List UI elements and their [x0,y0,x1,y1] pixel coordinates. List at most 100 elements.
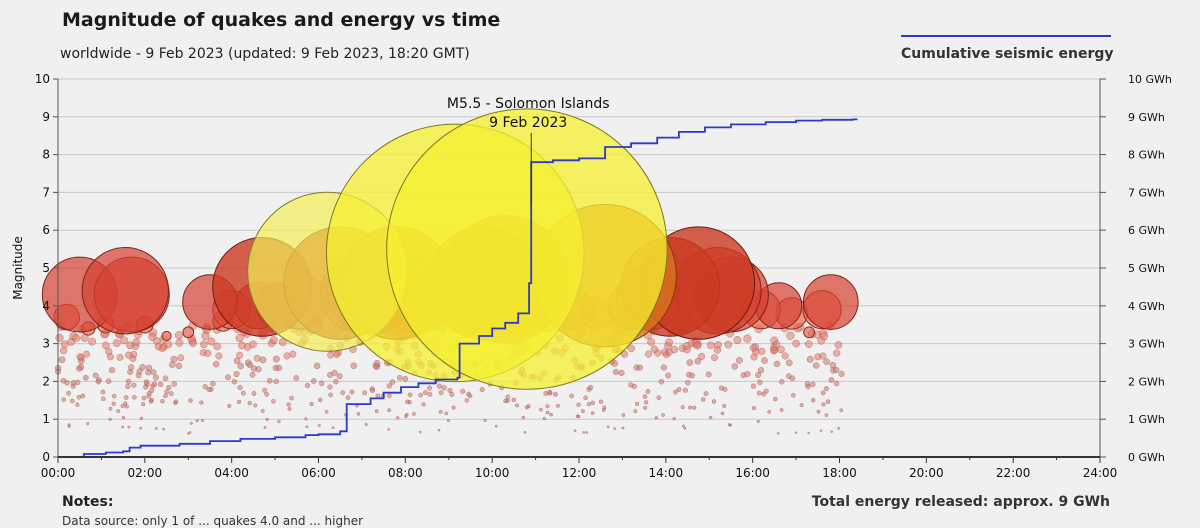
quake-bubble-8 [81,247,170,335]
small-quake-dot [688,405,693,410]
small-quake-dot [585,431,589,434]
small-quake-dot [278,338,287,347]
total-energy-text: Total energy released: approx. 9 GWh [811,494,1110,510]
small-quake-dot [148,332,157,341]
small-quake-dot [345,395,351,400]
small-quake-dot [692,405,697,410]
small-quake-dot [576,402,581,407]
x-tick-label-11: 22:00 [996,466,1031,480]
small-quake-dot [266,377,273,384]
small-quake-dot [438,409,443,414]
small-quake-dot [164,340,173,349]
small-quake-dot [647,338,656,346]
small-quake-dot [175,362,183,370]
small-quake-dot [141,395,147,401]
small-quake-dot [839,408,844,413]
small-quake-dot [837,426,841,430]
small-quake-dot [112,339,121,348]
small-quake-dot [61,397,66,402]
small-quake-dot [758,347,766,355]
small-quake-dot [819,331,829,341]
small-quake-dot [404,412,409,417]
small-quake-dot [105,378,112,384]
small-quake-dot [273,378,279,385]
small-quake-dot [158,344,166,352]
small-quake-dot [645,350,653,358]
quake-bubbles [41,108,859,390]
small-quake-dot [247,400,252,406]
small-quake-dot [727,423,731,427]
small-quake-dot [621,413,626,417]
small-quake-dot [76,365,83,372]
small-quake-dot [200,340,208,349]
annotation-group: M5.5 - Solomon Islands 9 Feb 2023 [447,96,610,205]
small-quake-dot [240,390,246,396]
small-quake-dot [272,364,279,372]
small-quake-dot [777,345,785,354]
small-quake-dot [682,424,685,428]
small-quake-dot [767,409,772,414]
small-quake-dot [317,423,321,428]
small-quake-dot [523,430,527,434]
small-quake-dot [236,351,244,359]
small-quake-dot [636,364,644,371]
small-quake-dot [132,394,137,400]
small-quake-dot [685,371,692,378]
small-quake-dot [792,339,800,348]
small-quake-dot [132,338,141,347]
y-axis-label: Magnitude [11,236,25,300]
x-tick-label-2: 04:00 [214,466,249,480]
small-quake-dot [680,405,685,410]
small-quake-dot [672,389,678,395]
x-tick-label-4: 08:00 [388,466,423,480]
small-quake-dot [645,389,651,394]
small-quake-dot [95,378,102,385]
small-quake-dot [76,394,82,400]
quake-bubble-38 [803,274,859,330]
small-quake-dot [164,389,170,395]
small-quake-dot [743,334,752,343]
small-quake-dot [333,378,339,385]
small-quake-dot [207,337,216,346]
small-quake-dot [387,428,391,431]
small-quake-dot [309,401,314,407]
small-quake-dot [555,403,560,408]
small-quake-dot [125,351,133,359]
small-quake-dot [86,422,90,426]
small-quake-dot [427,391,433,397]
small-quake-dot [340,390,346,396]
x-tick-label-8: 16:00 [735,466,770,480]
small-quake-dot [823,386,829,392]
small-quake-dot [396,374,403,381]
small-quake-dot [694,357,702,365]
small-quake-dot [576,414,581,419]
small-quake-dot [336,373,343,380]
small-quake-dot [772,340,781,349]
x-tick-label-3: 06:00 [301,466,336,480]
small-quake-dot [116,353,124,361]
small-quake-dot [437,428,441,432]
small-quake-dot [277,419,281,424]
small-quake-dot [464,398,470,403]
small-quake-dot [244,359,252,367]
energy-line [58,118,858,458]
small-quake-dot [168,391,174,397]
small-quake-dot [656,395,662,401]
small-quake-dot [108,406,113,411]
small-quake-dot [586,402,592,407]
small-quake-dot [389,379,396,385]
small-quake-dot [206,387,212,393]
small-quake-dot [418,430,422,434]
small-quake-dot [120,336,129,345]
y2-tick-label-0: 0 GWh [1128,451,1165,464]
small-quake-dot [100,389,106,395]
small-quake-dot [213,342,222,351]
small-quake-dot [613,427,617,431]
small-quake-dot [116,409,121,413]
small-quake-dot [233,357,241,365]
small-quake-dot [447,387,453,394]
small-quake-dot [750,383,757,389]
small-quake-dot [672,416,676,421]
small-quake-dot [683,426,687,430]
small-quake-dot [441,385,447,391]
